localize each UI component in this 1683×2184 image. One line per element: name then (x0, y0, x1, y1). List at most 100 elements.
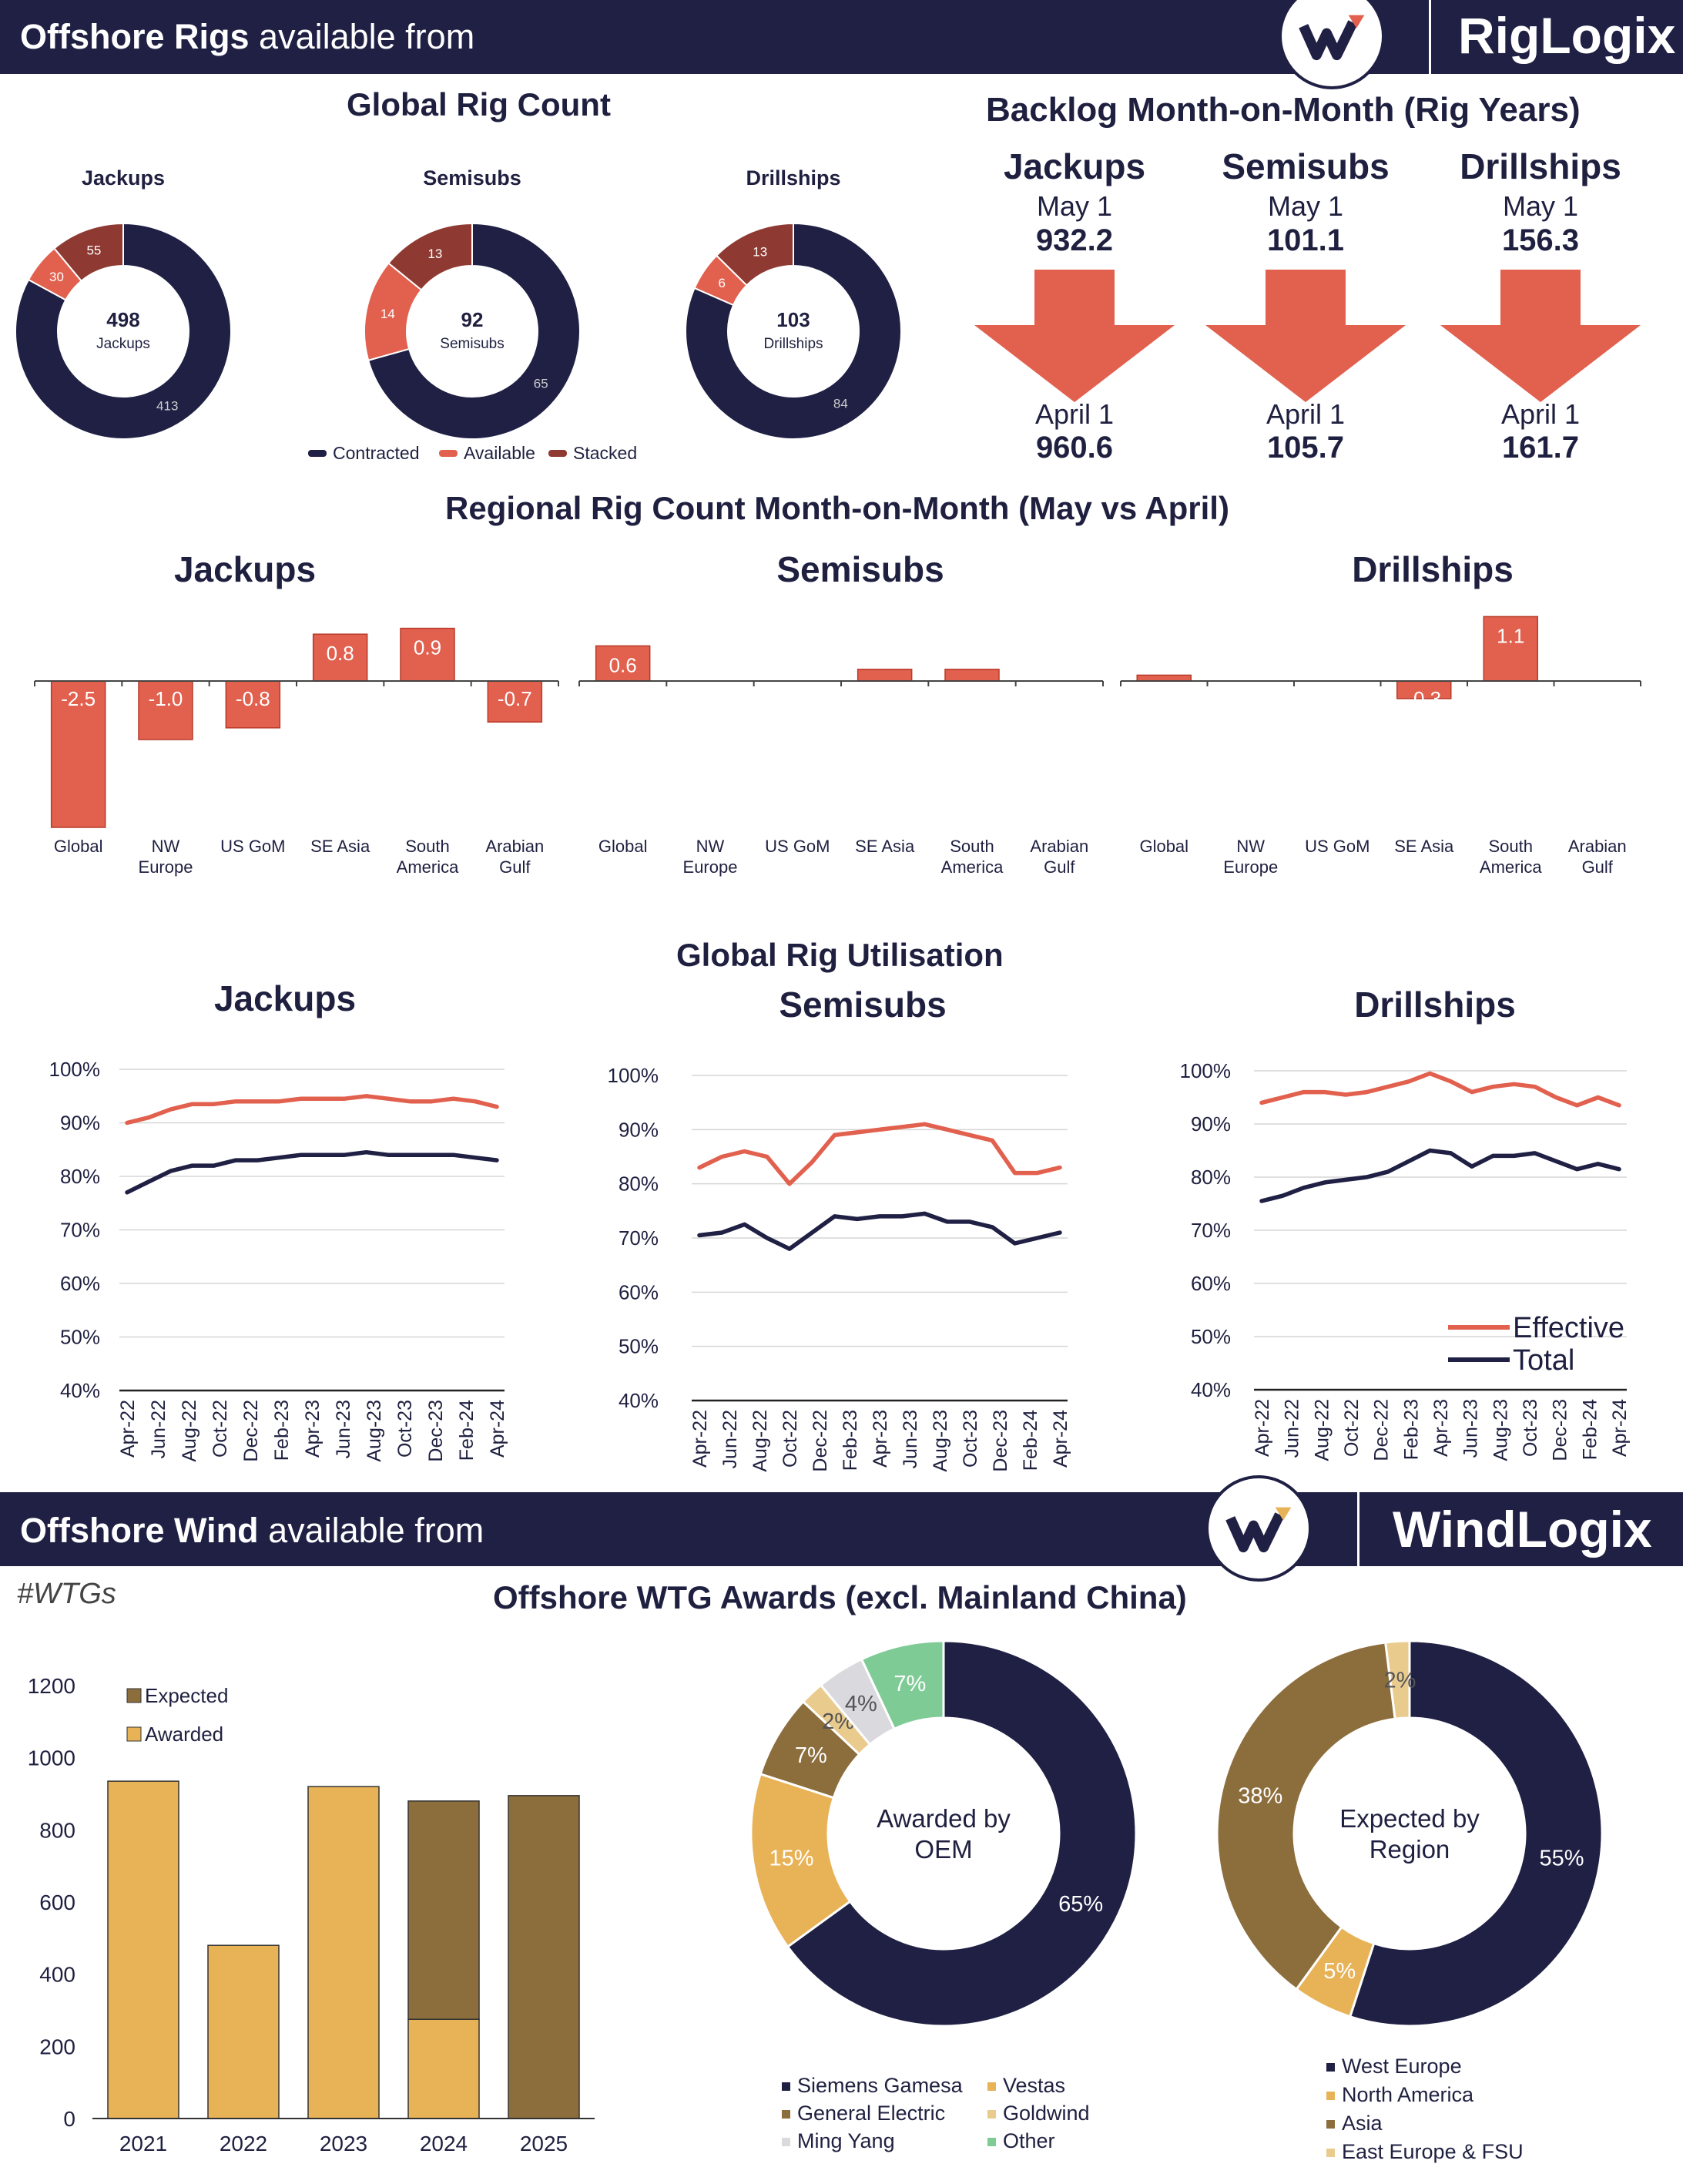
utilisation-y-tick: 60% (619, 1280, 659, 1303)
donut-title: Semisubs (423, 166, 521, 190)
utilisation-x-tick: Oct-22 (1341, 1399, 1363, 1457)
utilisation-x-tick: Apr-24 (1609, 1399, 1631, 1457)
utilisation-x-tick: Dec-23 (990, 1410, 1011, 1472)
pie-center-label: Awarded by (877, 1804, 1011, 1833)
regional-category-label: US GoM (220, 837, 285, 856)
pie-slice-label: 65% (1058, 1892, 1103, 1917)
down-arrow-icon (1440, 270, 1641, 402)
regional-category-label: Gulf (1582, 857, 1614, 877)
utilisation-x-tick: Dec-22 (1371, 1399, 1393, 1461)
donut-title: Jackups (82, 166, 165, 190)
windlogix-brand: WindLogix (1393, 1501, 1652, 1558)
legend-swatch-available (439, 450, 458, 457)
utilisation-x-tick: Apr-24 (487, 1400, 508, 1458)
utilisation-line-total (125, 1149, 499, 1195)
wtg-unit-label: #WTGs (17, 1578, 116, 1610)
utilisation-y-tick: 70% (60, 1219, 100, 1242)
utilisation-x-tick: Feb-24 (456, 1400, 478, 1461)
regional-bar (1136, 674, 1192, 682)
utilisation-y-tick: 100% (608, 1064, 659, 1087)
regional-bar-label: -0.8 (236, 687, 270, 710)
utilisation-panel-title: Jackups (214, 978, 356, 1018)
legend-label: Awarded (145, 1723, 223, 1746)
pie-slice (1348, 1639, 1604, 2028)
bar-awarded (207, 1944, 280, 2119)
backlog-apr-label: April 1 (1035, 398, 1114, 430)
regional-bar-label: 0.8 (327, 642, 354, 665)
regional-bar-label: 0.2 (783, 687, 811, 710)
utilisation-x-tick: Apr-22 (689, 1410, 711, 1468)
donut-slice-label: 55 (86, 243, 101, 258)
legend-label: Other (1003, 2129, 1055, 2152)
regional-bar-label: -0.3 (1406, 687, 1441, 710)
regional-title: Regional Rig Count Month-on-Month (May v… (445, 490, 1229, 526)
pie-center-label: OEM (914, 1835, 972, 1864)
banner-divider (1357, 1492, 1359, 1566)
regional-bar-label: 1.1 (1497, 624, 1524, 647)
bar-y-tick: 600 (39, 1890, 75, 1914)
down-arrow-icon (1205, 270, 1406, 402)
regional-panel-title: Jackups (174, 549, 316, 589)
utilisation-x-tick: Aug-22 (179, 1400, 200, 1462)
legend-swatch (987, 2110, 996, 2119)
utilisation-x-tick: Apr-23 (870, 1410, 891, 1468)
utilisation-y-tick: 60% (1191, 1272, 1231, 1295)
legend-swatch-contracted (308, 450, 327, 457)
donut-center-label: Semisubs (440, 336, 504, 352)
bar-awarded (407, 2018, 480, 2119)
regional-category-label: Europe (683, 857, 738, 877)
legend-label: Available (464, 443, 535, 463)
donut-slice-label: 6 (718, 276, 725, 290)
utilisation-panel-title: Drillships (1354, 985, 1516, 1025)
utilisation-x-tick: Aug-23 (364, 1400, 385, 1462)
utilisation-y-tick: 80% (60, 1165, 100, 1188)
regional-category-label: America (397, 857, 459, 877)
utilisation-y-tick: 50% (60, 1326, 100, 1349)
utilisation-x-tick: Jun-23 (333, 1400, 354, 1458)
donut-title: Drillships (746, 166, 840, 190)
utilisation-y-tick: 40% (60, 1379, 100, 1402)
utilisation-y-tick: 100% (49, 1058, 101, 1081)
regional-category-label: SE Asia (1394, 837, 1454, 856)
regional-category-label: Global (54, 837, 103, 856)
pie-slice-label: 2% (1383, 1668, 1416, 1693)
donut-slice-label: 13 (753, 245, 767, 260)
regional-bar-label: -0.7 (498, 687, 532, 710)
utilisation-y-tick: 50% (1191, 1325, 1231, 1348)
utilisation-y-tick: 90% (619, 1118, 659, 1141)
regional-category-label: NW (152, 837, 180, 856)
utilisation-panel-title: Semisubs (779, 985, 946, 1025)
utilisation-y-tick: 100% (1180, 1059, 1232, 1082)
donut-slice-stacked (715, 222, 794, 287)
legend-label: Ming Yang (797, 2129, 895, 2152)
bar-awarded (107, 1780, 179, 2119)
legend-swatch (782, 2110, 790, 2119)
legend-label: Stacked (573, 443, 637, 463)
utilisation-line-effective (697, 1122, 1062, 1186)
bar-y-tick: 400 (39, 1963, 75, 1987)
legend-swatch (1326, 2149, 1335, 2157)
utilisation-line-effective (1259, 1071, 1621, 1108)
regional-category-label: SE Asia (855, 837, 915, 856)
donut-slice-label: 413 (156, 398, 178, 413)
down-arrow-icon (974, 270, 1175, 402)
regional-bar (225, 680, 281, 729)
utilisation-x-tick: Apr-23 (302, 1400, 324, 1458)
regional-category-label: Europe (139, 857, 193, 877)
utilisation-x-tick: Dec-22 (240, 1400, 262, 1462)
utilisation-x-tick: Feb-23 (1400, 1399, 1422, 1460)
pie-slice-label: 7% (893, 1672, 926, 1696)
bar-y-tick: 800 (39, 1818, 75, 1842)
legend-label: General Electric (797, 2102, 945, 2125)
legend-label: Goldwind (1003, 2102, 1090, 2125)
backlog-may-label: May 1 (1268, 190, 1343, 222)
pie-slice-label: 55% (1540, 1846, 1584, 1870)
backlog-type: Drillships (1460, 146, 1621, 186)
wind-banner: Offshore Wind available from WindLogix (0, 1475, 1683, 1582)
legend-label: Expected (145, 1684, 228, 1707)
global-rig-count-donuts: Jackups 413 30 55 498 Jackups Semisubs 65 14 13 92… (15, 166, 902, 463)
utilisation-line-effective (125, 1094, 499, 1126)
utilisation-x-tick: Oct-22 (779, 1410, 801, 1468)
riglogix-brand: RigLogix (1458, 7, 1676, 64)
